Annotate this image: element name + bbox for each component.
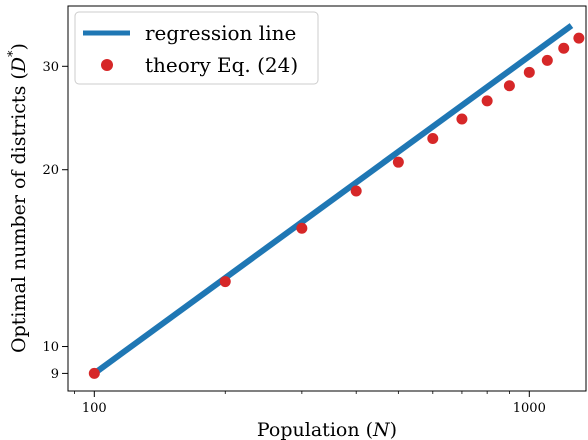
- theory-point: [427, 133, 439, 145]
- x-axis-label: Population (N): [257, 419, 397, 440]
- theory-point: [541, 54, 553, 66]
- axes-frame: [67, 5, 587, 392]
- theory-point: [392, 156, 404, 168]
- theory-point: [88, 367, 100, 379]
- theory-point: [296, 222, 308, 234]
- theory-point: [523, 66, 535, 78]
- theory-point: [481, 95, 493, 107]
- legend-label-theory: theory Eq. (24): [145, 53, 298, 77]
- theory-point: [456, 113, 468, 125]
- y-axis-label: Optimal number of districts (D*): [6, 43, 30, 353]
- legend-box: [74, 11, 319, 85]
- legend-marker-swatch: [101, 59, 113, 71]
- theory-point: [503, 80, 515, 92]
- regression-line: [92, 23, 574, 376]
- legend: regression line theory Eq. (24): [74, 11, 319, 85]
- legend-label-regression: regression line: [145, 21, 296, 45]
- y-tick-label: 30: [42, 60, 59, 75]
- axis-ticks: 100 1000 9 10 20 30: [42, 60, 545, 416]
- theory-point: [219, 276, 231, 288]
- y-tick-label: 9: [51, 367, 59, 382]
- x-tick-label: 100: [82, 401, 107, 416]
- y-tick-label: 10: [42, 340, 59, 355]
- plot-area: [88, 23, 585, 379]
- y-tick-label: 20: [42, 163, 59, 178]
- theory-point: [573, 32, 585, 44]
- theory-point: [558, 42, 570, 54]
- theory-point: [350, 185, 362, 197]
- x-tick-label: 1000: [513, 401, 546, 416]
